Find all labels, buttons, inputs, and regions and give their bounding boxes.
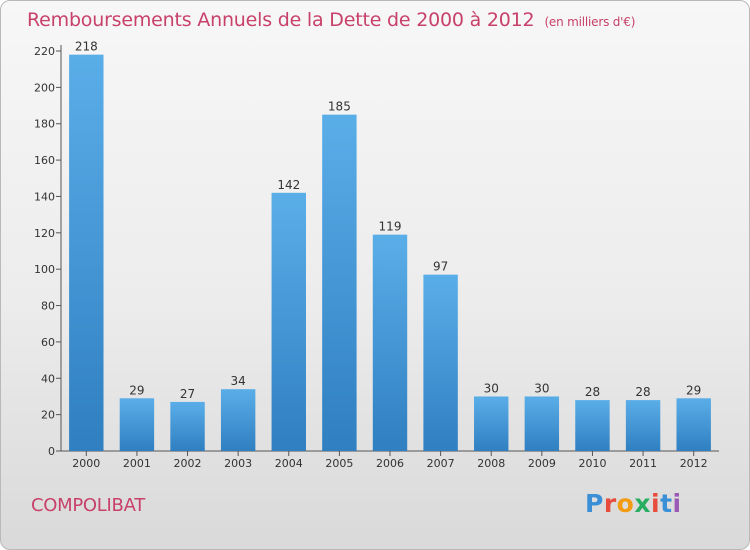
logo-letter: i: [651, 489, 661, 518]
bar-2010: [575, 400, 610, 451]
x-tick-label: 2004: [275, 457, 303, 470]
data-label: 28: [635, 385, 650, 399]
y-tick-label: 100: [34, 263, 55, 276]
bar-2003: [220, 389, 256, 451]
data-label: 218: [75, 40, 98, 54]
y-tick-label: 220: [34, 45, 55, 58]
x-axis: 2000 2001 2002 2003 2004 2005 2006 2007 2008 2009…: [61, 450, 719, 470]
y-tick-label: 200: [34, 81, 55, 94]
logo-letter: x: [634, 489, 651, 518]
data-label: 34: [231, 374, 246, 388]
y-tick-label: 160: [34, 154, 55, 167]
x-tick-label: 2003: [224, 457, 252, 470]
y-tick-label: 120: [34, 227, 55, 240]
bar-2005: [322, 114, 357, 452]
chart-title-text: Remboursements Annuels de la Dette de 20…: [27, 9, 535, 31]
logo-letter: o: [616, 489, 635, 518]
y-tick-label: 0: [48, 445, 55, 458]
x-tick-label: 2007: [427, 457, 455, 470]
bar-2012: [676, 398, 711, 451]
data-labels: 218 29 27 34 142 185 119 97 30 30 28 28 29: [75, 40, 701, 401]
y-tick-label: 180: [34, 118, 55, 131]
logo-letter: t: [660, 489, 673, 518]
x-tick-label: 2008: [477, 457, 505, 470]
proxiti-logo: Proxiti: [585, 489, 682, 518]
data-label: 29: [129, 383, 144, 397]
bar-2009: [524, 396, 560, 451]
x-tick-label: 2010: [578, 457, 606, 470]
data-label: 185: [328, 100, 351, 114]
y-axis: 0 20 40 60 80 100 120 140 160 180 200 220: [34, 45, 62, 458]
x-tick-label: 2012: [680, 457, 708, 470]
data-label: 30: [534, 381, 549, 395]
bar-2004: [271, 192, 306, 451]
logo-letter: r: [603, 489, 617, 518]
y-tick-label: 40: [41, 372, 55, 385]
bar-2002: [170, 401, 205, 451]
chart-unit: (en milliers d'€): [544, 15, 636, 29]
bars: [69, 54, 711, 452]
data-label: 29: [686, 383, 701, 397]
data-label: 119: [379, 220, 402, 234]
y-tick-label: 20: [41, 409, 55, 422]
x-tick-label: 2011: [629, 457, 657, 470]
data-label: 97: [433, 260, 448, 274]
y-tick-label: 140: [34, 190, 55, 203]
commune-name: COMPOLIBAT: [31, 495, 145, 516]
data-label: 28: [585, 385, 600, 399]
bar-2011: [625, 400, 661, 451]
bar-2000: [69, 54, 104, 452]
x-tick-label: 2001: [123, 457, 151, 470]
data-label: 27: [180, 387, 195, 401]
x-tick-label: 2000: [72, 457, 100, 470]
bar-2006: [372, 234, 408, 451]
bar-2001: [119, 398, 155, 451]
bar-2008: [474, 396, 509, 451]
data-label: 30: [484, 381, 499, 395]
x-tick-label: 2005: [325, 457, 353, 470]
x-tick-label: 2002: [174, 457, 202, 470]
logo-letter: P: [585, 489, 604, 518]
y-tick-label: 60: [41, 336, 55, 349]
x-tick-label: 2009: [528, 457, 556, 470]
logo-letter: i: [672, 489, 682, 518]
data-label: 142: [277, 178, 300, 192]
bar-2007: [423, 274, 458, 451]
x-tick-label: 2006: [376, 457, 404, 470]
y-tick-label: 80: [41, 300, 55, 313]
chart-title: Remboursements Annuels de la Dette de 20…: [27, 9, 635, 31]
